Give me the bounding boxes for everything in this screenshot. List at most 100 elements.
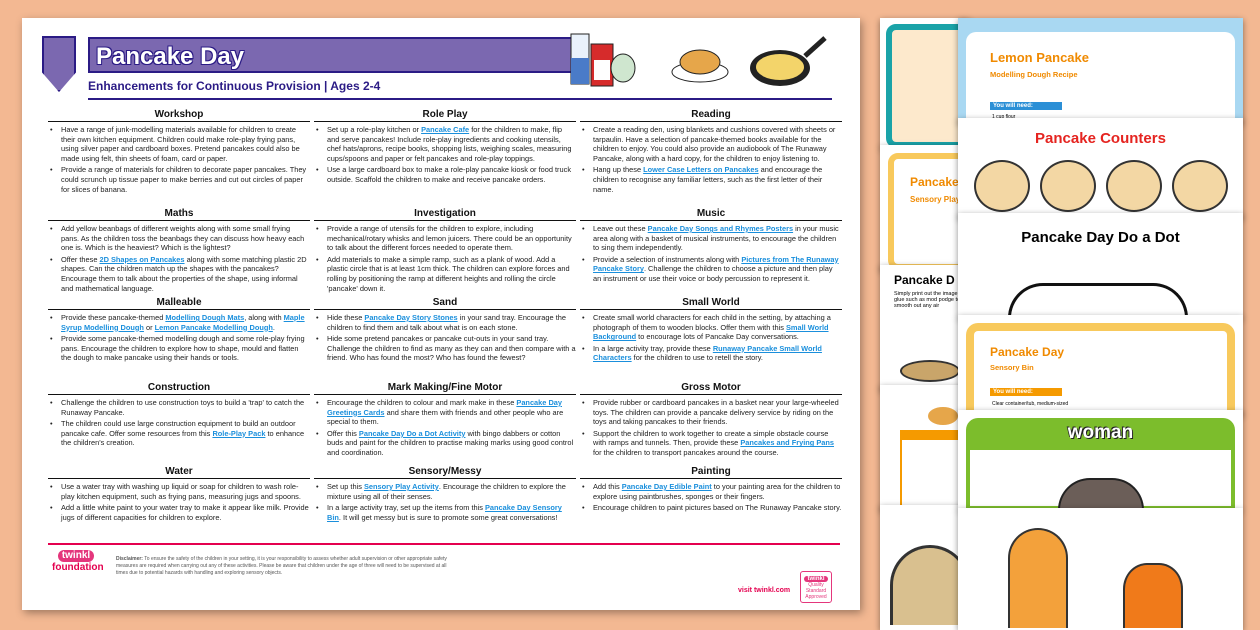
text: Offer these [61,254,100,264]
resource-link[interactable]: Lower Case Letters on Pancakes [643,165,759,175]
list-item: Hide some pretend pancakes or pancake cu… [314,334,576,363]
resource-link[interactable]: 2D Shapes on Pancakes [99,254,185,264]
list-item: Encourage the children to colour and mar… [314,398,576,427]
list-item: The children could use large constructio… [48,419,310,448]
text: to enhance the children's creation. [61,428,305,448]
text: Provide a range of materials for childre… [61,165,307,194]
text: Encourage the children to colour and mar… [327,398,517,407]
bullet-list: Provide rubber or cardboard pancakes in … [580,398,842,458]
resource-link[interactable]: Modelling Dough Mats [165,313,245,322]
resource-link[interactable]: Pancake Day Story Stones [364,313,458,322]
list-item: Add yellow beanbags of different weights… [48,224,310,253]
text: Hang up these [593,165,644,175]
section-heading: Small World [580,297,842,310]
resource-link[interactable]: Small World Background [593,322,829,342]
list-item: Add materials to make a simple ramp, suc… [314,255,576,293]
list-item: Provide these pancake-themed Modelling D… [48,313,310,332]
text: Provide a range of utensils for the chil… [327,224,572,253]
section-mark-making-fine-motor: Mark Making/Fine Motor Encourage the chil… [314,382,576,466]
bullet-list: Provide a range of utensils for the chil… [314,224,576,293]
disclaimer-text: To ensure the safety of the children in … [116,556,447,576]
resource-link[interactable]: Pancake Day Songs and Rhymes Posters [647,224,794,233]
text: , along with [244,313,284,322]
list-item: Add this Pancake Day Edible Paint to you… [580,482,842,501]
text: Encourage children to paint pictures bas… [593,503,842,513]
section-sensory-messy: Sensory/Messy Set up this Sensory Play Ac… [314,466,576,541]
resource-link[interactable]: Pancake Day Do a Dot Activity [358,428,466,438]
list-item: Provide rubber or cardboard pancakes in … [580,398,842,427]
resource-link[interactable]: Pancake Cafe [421,125,470,134]
visit-link[interactable]: visit twinkl.com [738,587,791,594]
resource-link[interactable]: Maple Syrup Modelling Dough [61,313,305,332]
resource-link[interactable]: Pancake Day Sensory Bin [327,503,562,522]
section-heading: Water [48,466,310,479]
preview-title: Pancake Day [990,345,1065,359]
section-heading: Investigation [314,208,576,221]
text: in your music area along with a basket o… [593,224,839,253]
text: In a large activity tray, set up the ite… [327,503,485,513]
preview-page-teal [880,18,970,148]
text: Hide some pretend pancakes or pancake cu… [327,334,576,363]
text: Hide these [327,313,365,322]
bullet-list: Set up this Sensory Play Activity. Encou… [314,482,576,522]
ribbon-bookmark-icon [42,36,76,92]
text: Add materials to make a simple ramp, suc… [327,254,570,293]
section-heading: Role Play [314,109,576,122]
list-item: Create a reading den, using blankets and… [580,125,842,163]
text: to your painting area for the children t… [593,482,841,501]
section-heading: Sensory/Messy [314,466,576,479]
text: to encourage lots of Pancake Day convers… [636,332,799,342]
badge-logo: twinkl [804,576,828,582]
bullet-list: Have a range of junk-modelling materials… [48,125,310,194]
bullet-list: Add this Pancake Day Edible Paint to you… [580,482,842,513]
preview-title: woman [1067,422,1134,443]
list-item: Set up a role-play kitchen or Pancake Ca… [314,125,576,163]
section-heading: Music [580,208,842,221]
preview-subtitle: Modelling Dough Recipe [990,70,1078,79]
ingredient: 1 cup flour [992,114,1016,120]
text: Leave out these [593,224,648,233]
bullet-list: Set up a role-play kitchen or Pancake Ca… [314,125,576,185]
text: Provide a selection of instruments along… [593,254,742,264]
text: Have a range of junk-modelling materials… [61,125,300,163]
preview-title: Lemon Pancake [990,50,1089,65]
resource-link[interactable]: Pancake Day Edible Paint [621,482,712,491]
section-gross-motor: Gross Motor Provide rubber or cardboard p… [580,382,842,466]
list-item: Hide these Pancake Day Story Stones in y… [314,313,576,332]
section-small-world: Small World Create small world characters… [580,297,842,382]
text: and encourage the children to recognise … [593,165,823,194]
resource-link[interactable]: Pancakes and Frying Pans [740,438,835,448]
list-item: Encourage children to paint pictures bas… [580,503,842,513]
resource-link[interactable]: Sensory Play Activity [363,482,439,491]
preview-sensory-bin: Pancake Day Sensory Bin You will need: Clea… [958,315,1243,415]
list-item: Add a little white paint to your water t… [48,503,310,522]
resource-link[interactable]: Role-Play Pack [212,428,266,438]
preview-subtitle: Sensory Play [910,195,961,204]
section-heading: Reading [580,109,842,122]
pancake-ingredients-illustration [570,33,827,87]
list-item: Use a large cardboard box to make a role… [314,165,576,184]
bullet-list: Add yellow beanbags of different weights… [48,224,310,293]
text: The children could use large constructio… [61,419,296,438]
text: along with some matching plastic 2D shap… [61,254,307,293]
resource-link[interactable]: Pictures from The Runaway Pancake Story [593,254,839,274]
preview-word-card: woman [958,410,1243,510]
text: Provide rubber or cardboard pancakes in … [593,398,839,427]
resource-link[interactable]: Pancake Day Greetings Cards [327,398,562,417]
item: Clear container/tub, medium-sized [992,401,1069,407]
text: Use a large cardboard box to make a role… [327,165,572,184]
page-title: Pancake Day [96,43,245,70]
list-item: Challenge the children to use constructi… [48,398,310,417]
bullet-list: Leave out these Pancake Day Songs and Rh… [580,224,842,284]
preview-page-sensory-play: Pancake Sensory Play [880,145,970,270]
text: Add this [593,482,622,491]
text: Create small world characters for each c… [593,313,831,332]
preview-text: Simply print out the image glue such as … [894,291,961,309]
resource-link[interactable]: Runaway Pancake Small World Characters [593,343,822,363]
section-heading: Construction [48,382,310,395]
resource-link[interactable]: Lemon Pancake Modelling Dough [154,322,273,332]
text: Add yellow beanbags of different weights… [61,224,305,253]
list-item: Provide a range of materials for childre… [48,165,310,194]
text: Set up a role-play kitchen or [327,125,422,134]
section-investigation: Investigation Provide a range of utensils… [314,208,576,297]
